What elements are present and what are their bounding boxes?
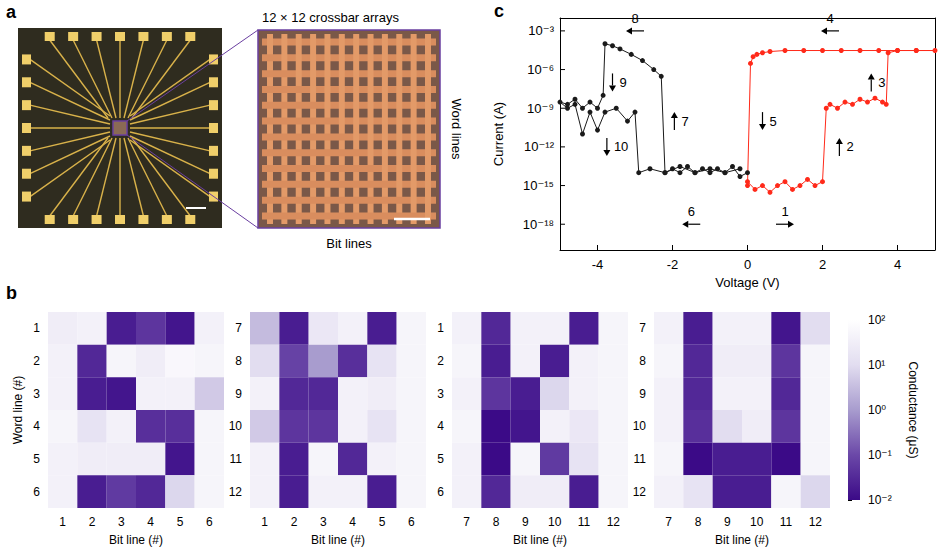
svg-text:12: 12 — [809, 515, 823, 529]
svg-text:5: 5 — [33, 452, 40, 466]
svg-text:10⁻⁶: 10⁻⁶ — [527, 62, 554, 77]
svg-text:10⁻⁹: 10⁻⁹ — [527, 101, 554, 116]
svg-text:10: 10 — [633, 419, 647, 433]
svg-text:3: 3 — [33, 387, 40, 401]
svg-text:1: 1 — [261, 515, 268, 529]
svg-text:11: 11 — [230, 452, 243, 466]
svg-text:6: 6 — [688, 204, 695, 219]
svg-text:a: a — [6, 2, 17, 22]
svg-text:3: 3 — [320, 515, 327, 529]
svg-text:6: 6 — [437, 485, 444, 499]
svg-text:9: 9 — [639, 387, 646, 401]
svg-text:2: 2 — [33, 354, 40, 368]
svg-text:9: 9 — [522, 515, 529, 529]
svg-text:8: 8 — [235, 354, 242, 368]
svg-text:10⁻³: 10⁻³ — [528, 23, 554, 38]
svg-text:7: 7 — [235, 321, 242, 335]
svg-text:5: 5 — [379, 515, 386, 529]
svg-text:5: 5 — [770, 114, 777, 129]
svg-text:4: 4 — [826, 11, 833, 26]
svg-text:Bit line (#): Bit line (#) — [311, 533, 365, 547]
svg-text:10: 10 — [614, 139, 628, 154]
svg-text:-4: -4 — [592, 257, 604, 272]
svg-text:3: 3 — [118, 515, 125, 529]
svg-text:Word lines: Word lines — [449, 98, 464, 160]
svg-text:2: 2 — [819, 257, 826, 272]
svg-text:11: 11 — [634, 452, 647, 466]
svg-text:1: 1 — [437, 321, 444, 335]
svg-text:10⁻¹²: 10⁻¹² — [524, 139, 555, 154]
svg-text:11: 11 — [780, 515, 793, 529]
svg-text:10⁻¹⁸: 10⁻¹⁸ — [523, 217, 554, 232]
svg-text:10: 10 — [548, 515, 562, 529]
svg-text:2: 2 — [437, 354, 444, 368]
svg-text:11: 11 — [578, 515, 591, 529]
svg-text:5: 5 — [177, 515, 184, 529]
svg-text:10⁻²: 10⁻² — [868, 493, 892, 507]
svg-text:9: 9 — [724, 515, 731, 529]
svg-text:8: 8 — [695, 515, 702, 529]
svg-text:8: 8 — [639, 354, 646, 368]
svg-text:1: 1 — [33, 321, 40, 335]
svg-text:7: 7 — [665, 515, 672, 529]
svg-text:9: 9 — [620, 75, 627, 90]
svg-text:2: 2 — [291, 515, 298, 529]
svg-text:10⁰: 10⁰ — [868, 403, 886, 417]
svg-text:10⁻¹⁵: 10⁻¹⁵ — [523, 178, 554, 193]
svg-text:b: b — [6, 283, 17, 303]
svg-text:12: 12 — [633, 485, 647, 499]
svg-text:10²: 10² — [868, 313, 885, 327]
svg-text:c: c — [494, 1, 504, 21]
svg-text:Conductance (μS): Conductance (μS) — [906, 362, 920, 459]
svg-text:10⁻¹: 10⁻¹ — [868, 448, 892, 462]
svg-text:6: 6 — [33, 485, 40, 499]
svg-text:2: 2 — [846, 139, 853, 154]
svg-text:1: 1 — [59, 515, 66, 529]
svg-text:2: 2 — [89, 515, 96, 529]
svg-text:7: 7 — [639, 321, 646, 335]
svg-text:8: 8 — [631, 11, 638, 26]
svg-text:0: 0 — [744, 257, 751, 272]
svg-text:6: 6 — [206, 515, 213, 529]
svg-text:5: 5 — [437, 452, 444, 466]
svg-text:12: 12 — [229, 485, 243, 499]
svg-text:4: 4 — [349, 515, 356, 529]
svg-text:6: 6 — [408, 515, 415, 529]
svg-text:3: 3 — [437, 387, 444, 401]
svg-text:10¹: 10¹ — [868, 358, 885, 372]
svg-text:-2: -2 — [667, 257, 679, 272]
svg-text:Bit lines: Bit lines — [326, 236, 372, 251]
svg-text:4: 4 — [33, 419, 40, 433]
svg-text:1: 1 — [781, 204, 788, 219]
svg-text:12 × 12 crossbar arrays: 12 × 12 crossbar arrays — [262, 10, 399, 25]
svg-text:8: 8 — [493, 515, 500, 529]
svg-text:4: 4 — [147, 515, 154, 529]
svg-text:Bit line (#): Bit line (#) — [109, 533, 163, 547]
svg-text:Current (A): Current (A) — [491, 102, 506, 166]
svg-text:7: 7 — [463, 515, 470, 529]
svg-text:12: 12 — [607, 515, 621, 529]
svg-text:4: 4 — [894, 257, 901, 272]
svg-text:10: 10 — [750, 515, 764, 529]
svg-text:9: 9 — [235, 387, 242, 401]
svg-text:3: 3 — [878, 75, 885, 90]
svg-text:Bit line (#): Bit line (#) — [513, 533, 567, 547]
svg-text:4: 4 — [437, 419, 444, 433]
svg-text:Bit line (#): Bit line (#) — [715, 533, 769, 547]
svg-text:10: 10 — [229, 419, 243, 433]
svg-text:7: 7 — [681, 114, 688, 129]
svg-text:Voltage (V): Voltage (V) — [715, 275, 779, 290]
svg-text:Word line (#): Word line (#) — [11, 376, 25, 444]
